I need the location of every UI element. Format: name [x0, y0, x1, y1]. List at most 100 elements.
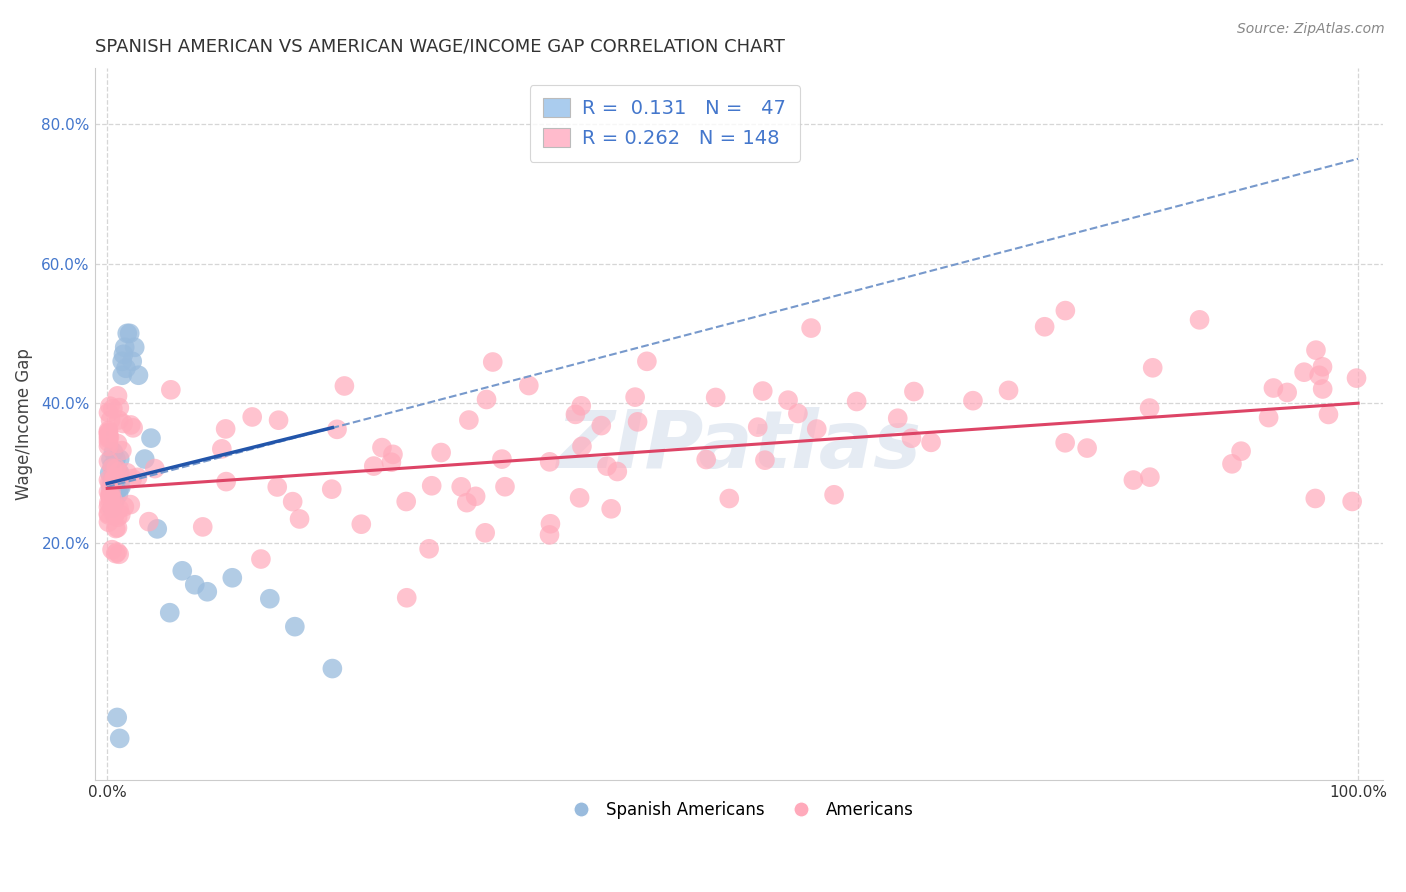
- Text: ZIPatlas: ZIPatlas: [557, 407, 921, 484]
- Point: [288, 512, 311, 526]
- Point: [105, 710, 128, 724]
- Point: [105, 545, 128, 559]
- Point: [107, 521, 129, 535]
- Point: [104, 487, 127, 501]
- Point: [1033, 319, 1056, 334]
- Point: [747, 420, 769, 434]
- Point: [111, 443, 134, 458]
- Point: [100, 494, 122, 508]
- Point: [266, 480, 288, 494]
- Point: [381, 447, 404, 461]
- Point: [481, 355, 503, 369]
- Point: [115, 326, 138, 341]
- Point: [195, 584, 218, 599]
- Point: [751, 384, 773, 398]
- Point: [1139, 401, 1161, 415]
- Point: [138, 515, 160, 529]
- Point: [215, 475, 238, 489]
- Point: [326, 422, 349, 436]
- Point: [103, 445, 125, 459]
- Legend: Spanish Americans, Americans: Spanish Americans, Americans: [557, 794, 921, 825]
- Point: [591, 418, 613, 433]
- Point: [1076, 441, 1098, 455]
- Point: [108, 731, 131, 746]
- Point: [97, 500, 120, 514]
- Point: [146, 522, 169, 536]
- Point: [538, 516, 561, 531]
- Point: [100, 490, 122, 504]
- Point: [101, 500, 124, 515]
- Point: [120, 417, 142, 432]
- Text: SPANISH AMERICAN VS AMERICAN WAGE/INCOME GAP CORRELATION CHART: SPANISH AMERICAN VS AMERICAN WAGE/INCOME…: [94, 37, 785, 55]
- Point: [564, 408, 586, 422]
- Point: [456, 495, 478, 509]
- Point: [108, 452, 131, 467]
- Point: [105, 480, 128, 494]
- Point: [475, 392, 498, 407]
- Point: [108, 547, 131, 561]
- Point: [122, 421, 145, 435]
- Point: [380, 455, 402, 469]
- Point: [112, 417, 135, 431]
- Point: [1122, 473, 1144, 487]
- Point: [718, 491, 741, 506]
- Point: [97, 432, 120, 446]
- Point: [517, 378, 540, 392]
- Point: [100, 480, 122, 494]
- Point: [997, 384, 1019, 398]
- Point: [284, 620, 307, 634]
- Text: Source: ZipAtlas.com: Source: ZipAtlas.com: [1237, 22, 1385, 37]
- Point: [97, 515, 120, 529]
- Point: [97, 439, 120, 453]
- Point: [1303, 491, 1326, 506]
- Point: [111, 368, 134, 383]
- Point: [107, 389, 129, 403]
- Point: [105, 466, 128, 480]
- Point: [1054, 303, 1077, 318]
- Point: [695, 452, 717, 467]
- Point: [105, 461, 128, 475]
- Point: [97, 484, 120, 499]
- Point: [121, 354, 143, 368]
- Point: [538, 455, 561, 469]
- Point: [143, 461, 166, 475]
- Point: [800, 321, 823, 335]
- Point: [363, 458, 385, 473]
- Point: [103, 474, 125, 488]
- Point: [104, 507, 127, 521]
- Point: [104, 547, 127, 561]
- Point: [786, 407, 808, 421]
- Point: [823, 488, 845, 502]
- Point: [97, 424, 120, 438]
- Point: [420, 479, 443, 493]
- Point: [568, 491, 591, 505]
- Point: [100, 413, 122, 427]
- Point: [1142, 360, 1164, 375]
- Point: [98, 466, 121, 480]
- Point: [1275, 385, 1298, 400]
- Point: [101, 473, 124, 487]
- Point: [887, 411, 910, 425]
- Point: [259, 591, 281, 606]
- Point: [108, 401, 131, 415]
- Point: [120, 498, 142, 512]
- Point: [97, 428, 120, 442]
- Point: [104, 494, 127, 508]
- Point: [464, 489, 486, 503]
- Point: [1220, 457, 1243, 471]
- Point: [418, 541, 440, 556]
- Point: [1294, 365, 1316, 379]
- Point: [184, 578, 207, 592]
- Point: [606, 465, 628, 479]
- Point: [108, 480, 131, 494]
- Point: [1054, 435, 1077, 450]
- Point: [98, 489, 121, 503]
- Point: [104, 480, 127, 494]
- Point: [538, 528, 561, 542]
- Point: [962, 393, 984, 408]
- Point: [430, 445, 453, 459]
- Point: [1312, 359, 1334, 374]
- Point: [112, 347, 135, 361]
- Point: [98, 487, 121, 501]
- Point: [97, 406, 120, 420]
